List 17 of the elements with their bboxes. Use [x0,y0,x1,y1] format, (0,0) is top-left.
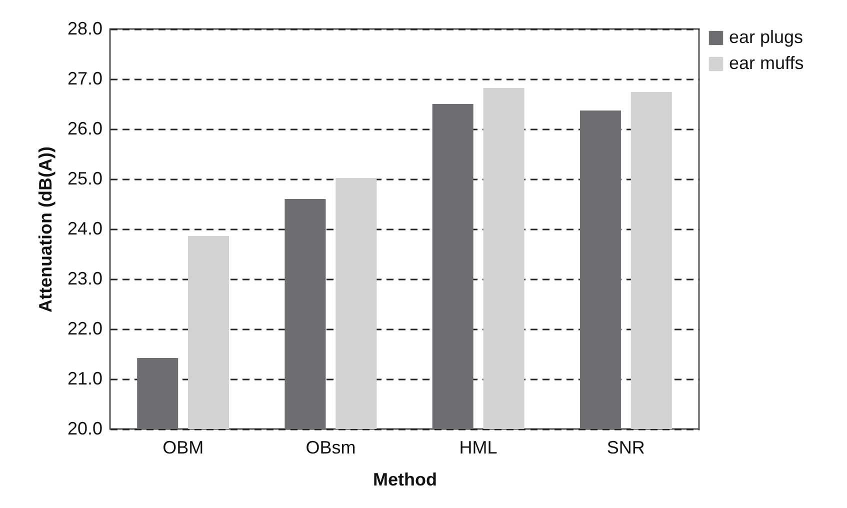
y-axis-title: Attenuation (dB(A)) [35,146,56,312]
y-tick-label: 21.0 [67,368,102,388]
x-tick-label: OBsm [306,438,356,458]
y-tick-label: 23.0 [67,268,102,288]
y-tick-label: 28.0 [67,18,102,38]
y-tick-label: 25.0 [67,168,102,188]
y-tick-label: 20.0 [67,418,102,438]
y-tick-label: 26.0 [67,118,102,138]
x-tick-label: HML [459,438,498,458]
legend-label: ear muffs [729,53,804,73]
y-tick-label: 27.0 [67,68,102,88]
legend-label: ear plugs [729,27,804,47]
x-tick-label: SNR [606,438,645,458]
x-tick-label: OBM [162,438,204,458]
y-tick-label: 24.0 [67,218,102,238]
x-axis-title: Method [373,470,437,490]
y-tick-label: 22.0 [67,318,102,338]
